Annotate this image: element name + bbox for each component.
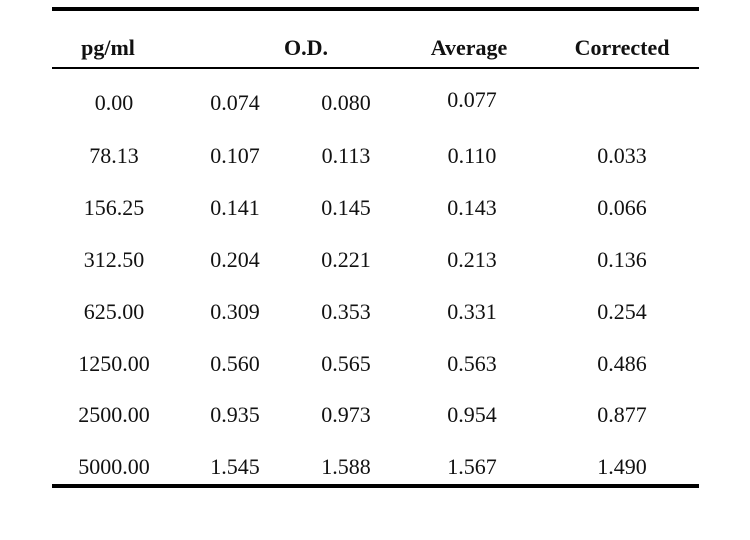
cell-od-1: 0.074	[210, 90, 260, 115]
header-corrected: Corrected	[574, 35, 670, 60]
cell-od-1: 0.935	[210, 402, 260, 427]
cell-od-1: 0.204	[210, 247, 260, 272]
cell-average: 0.331	[447, 299, 497, 324]
cell-od-2: 0.973	[321, 402, 371, 427]
header-average: Average	[430, 35, 508, 60]
cell-average: 0.143	[447, 195, 497, 220]
cell-corrected: 0.033	[597, 143, 647, 168]
cell-od-1: 0.560	[210, 351, 260, 376]
table-header-row: pg/ml O.D. Average Corrected	[52, 11, 699, 67]
cell-od-1: 1.545	[210, 454, 260, 479]
cell-average: 0.563	[447, 351, 497, 376]
cell-od-2: 0.145	[321, 195, 371, 220]
cell-concentration: 2500.00	[78, 402, 150, 427]
cell-od-2: 1.588	[321, 454, 371, 479]
cell-average: 0.110	[447, 143, 497, 168]
cell-od-2: 0.353	[321, 299, 371, 324]
cell-od-1: 0.141	[210, 195, 260, 220]
cell-concentration: 312.50	[83, 247, 145, 272]
table-body: 0.00 0.074 0.080 0.077 78.13 0.107 0.113 0.110 0…	[52, 69, 699, 484]
cell-od-2: 0.221	[321, 247, 371, 272]
cell-concentration: 156.25	[83, 195, 145, 220]
cell-corrected: 0.486	[597, 351, 647, 376]
cell-od-2: 0.080	[321, 90, 371, 115]
cell-od-1: 0.107	[210, 143, 260, 168]
data-table: pg/ml O.D. Average Corrected 0.00 0.074 0.…	[52, 7, 699, 488]
table-top-rule	[52, 7, 699, 11]
cell-average: 1.567	[447, 454, 497, 479]
cell-corrected: 1.490	[597, 454, 647, 479]
cell-concentration: 1250.00	[78, 351, 150, 376]
table-header-rule	[52, 67, 699, 69]
cell-concentration: 0.00	[94, 90, 134, 115]
cell-corrected: 0.877	[597, 402, 647, 427]
cell-od-1: 0.309	[210, 299, 260, 324]
cell-corrected: 0.254	[597, 299, 647, 324]
cell-corrected: 0.136	[597, 247, 647, 272]
header-concentration: pg/ml	[81, 35, 135, 60]
table-bottom-rule	[52, 484, 699, 488]
cell-concentration: 625.00	[83, 299, 145, 324]
cell-corrected: 0.066	[597, 195, 647, 220]
cell-od-2: 0.565	[321, 351, 371, 376]
cell-average: 0.213	[447, 247, 497, 272]
cell-od-2: 0.113	[321, 143, 371, 168]
cell-concentration: 78.13	[89, 143, 139, 168]
cell-average: 0.077	[447, 87, 497, 112]
cell-average: 0.954	[447, 402, 497, 427]
header-od: O.D.	[284, 35, 328, 60]
cell-concentration: 5000.00	[78, 454, 150, 479]
